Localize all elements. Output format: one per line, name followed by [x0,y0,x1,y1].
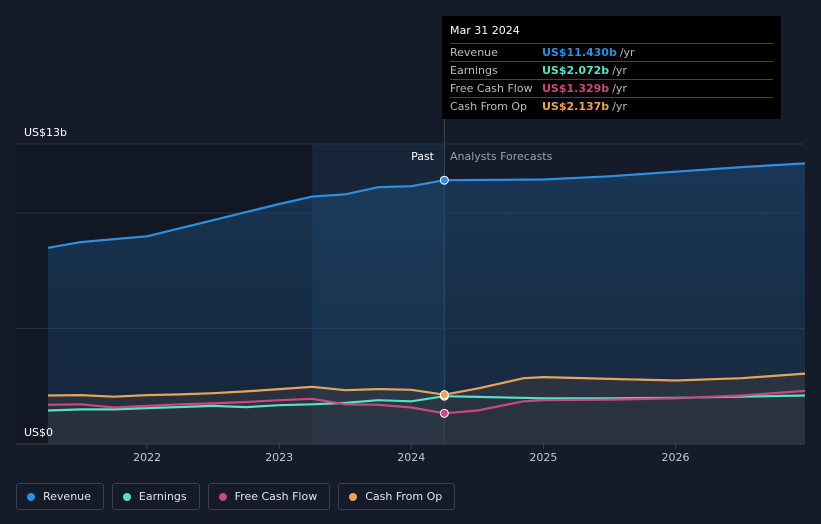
tooltip-row-value: US$1.329b [542,82,610,95]
tooltip-row-label: Cash From Op [450,100,528,113]
y-axis-top-label: US$13b [24,126,67,139]
tooltip-row-label: Free Cash Flow [450,82,533,95]
cash-from-op-marker [439,390,449,400]
earnings-line [47,394,806,412]
tooltip-row: Cash From Op US$2.137b/yr [450,97,773,115]
tooltip-row: Earnings US$2.072b/yr [450,61,773,79]
x-tick-label-2022: 2022 [133,451,161,464]
legend-label: Free Cash Flow [234,490,318,503]
revenue-area [48,163,805,444]
free-cash-flow-line [47,389,806,415]
tooltip-row-unit: /yr [619,46,635,59]
revenue-marker [439,175,449,185]
tooltip-row-unit: /yr [612,64,627,77]
cash-from-op-line [47,372,806,398]
past-label: Past [411,150,435,163]
lower-area [48,373,805,444]
legend-item-earnings[interactable]: Earnings [111,483,200,510]
free-cash-flow-marker [439,408,449,418]
legend: Revenue Earnings Free Cash Flow Cash From O… [16,483,456,510]
tooltip-row-value: US$11.430b [542,46,617,59]
chart-canvas: US$13b US$0 Past Analysts Forecasts 2022… [16,16,806,464]
legend-label: Earnings [138,490,187,503]
tooltip-row-label: Revenue [450,46,498,59]
tooltip-row-label: Earnings [450,64,498,77]
y-axis-bottom-label: US$0 [24,426,53,439]
legend-dot-icon [218,492,227,501]
tooltip-row-value: US$2.072b [542,64,610,77]
legend-dot-icon [122,492,131,501]
legend-item-free-cash-flow[interactable]: Free Cash Flow [207,483,331,510]
tooltip-row: Revenue US$11.430b/yr [450,43,773,61]
tooltip-row-unit: /yr [612,100,627,113]
forecast-label: Analysts Forecasts [450,150,553,163]
legend-item-cash-from-op[interactable]: Cash From Op [338,483,456,510]
revenue-line [47,162,806,249]
legend-dot-icon [27,492,35,501]
legend-label: Revenue [43,490,91,503]
x-tick-label-2024: 2024 [397,451,425,464]
tooltip-row: Free Cash Flow US$1.329b/yr [450,79,773,97]
x-tick-label-2025: 2025 [529,451,557,464]
legend-item-revenue[interactable]: Revenue [16,483,104,510]
x-tick-label-2023: 2023 [265,451,293,464]
tooltip-row-unit: /yr [612,82,627,95]
x-tick-label-2026: 2026 [662,451,690,464]
legend-dot-icon [349,492,358,501]
tooltip-row-value: US$2.137b [542,100,610,113]
tooltip: Mar 31 2024 Revenue US$11.430b/yr Earnings… [442,16,781,119]
tooltip-date: Mar 31 2024 [450,24,520,37]
legend-label: Cash From Op [365,490,443,503]
